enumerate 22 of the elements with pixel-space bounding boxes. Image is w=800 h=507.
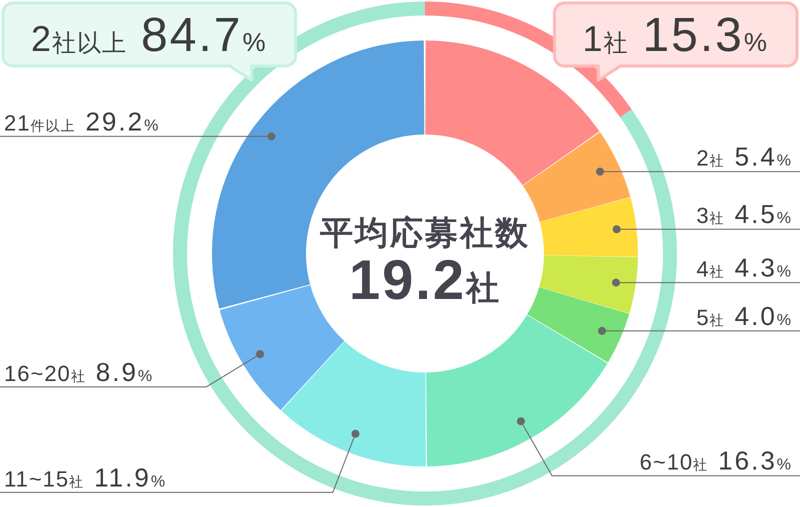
slice-label: 21件以上 <box>4 110 76 136</box>
text: 平均応募社数 <box>319 214 530 251</box>
data-label: 15.3% <box>642 9 770 62</box>
data-label: 11.9% <box>94 462 168 492</box>
slice-label: 2社以上 <box>31 18 128 59</box>
data-label: 4.5% <box>734 199 794 230</box>
slice-label: 6~10社 <box>640 450 708 475</box>
slice-label: 11~15社 <box>4 466 84 492</box>
data-label: 16.3% <box>718 446 794 476</box>
data-label: 84.7% <box>141 9 268 62</box>
slice-label: 4社 <box>696 256 725 282</box>
data-label: 29.2% <box>85 106 160 136</box>
slice-label: 16~20社 <box>4 360 86 386</box>
text: 19.2社 <box>349 248 501 311</box>
slice-label: 1社 <box>582 18 628 59</box>
slice-label: 3社 <box>696 203 725 228</box>
data-label: 4.3% <box>734 252 794 283</box>
slice-label: 2社 <box>696 146 725 171</box>
data-label: 8.9% <box>96 356 154 387</box>
data-label: 4.0% <box>734 300 794 331</box>
slice-label: 5社 <box>696 304 725 330</box>
data-label: 5.4% <box>734 142 794 172</box>
